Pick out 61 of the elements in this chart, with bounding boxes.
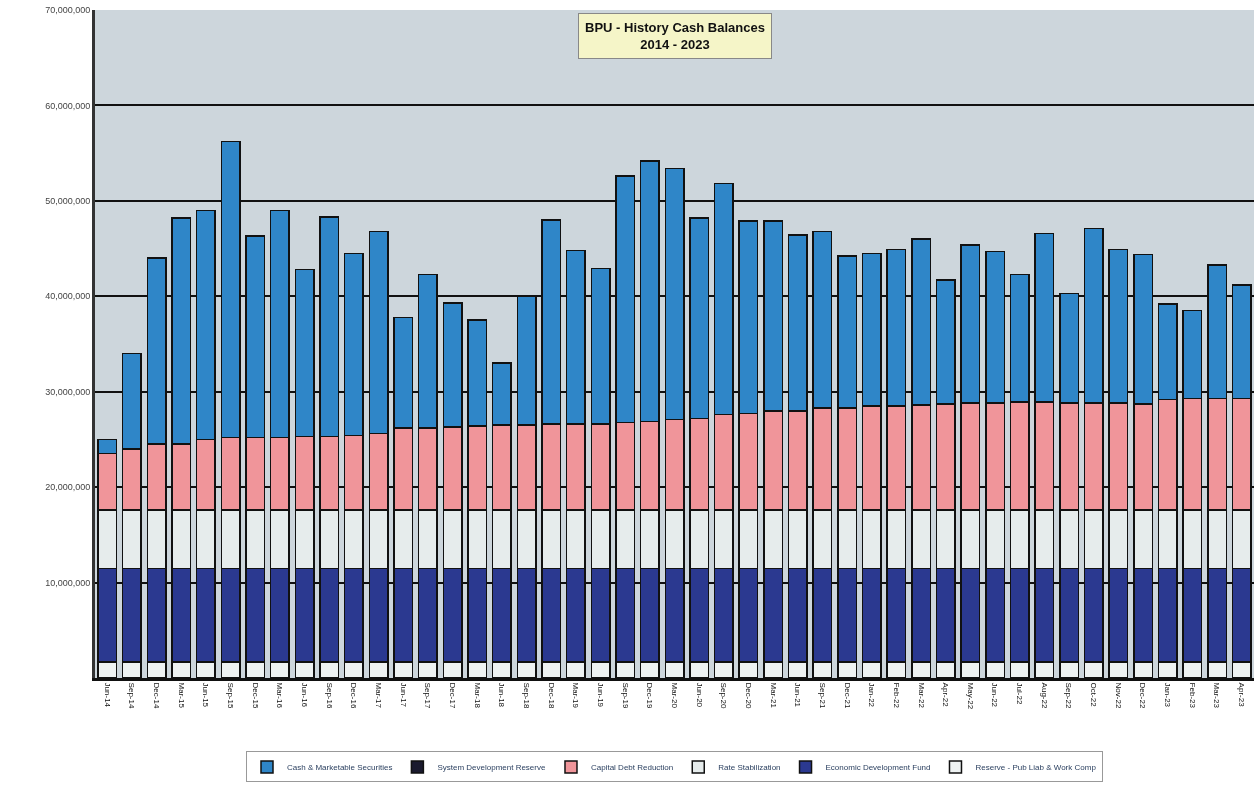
x-tick-label: Jan-23	[1163, 682, 1173, 708]
x-tick-label: Jun-16	[300, 682, 310, 708]
legend-label: Rate Stabilization	[718, 763, 781, 773]
x-tick-label: Mar-21	[768, 682, 778, 709]
x-tick-label: Sep-20	[719, 682, 729, 709]
x-tick-label: Jun-22	[990, 682, 1000, 708]
x-tick-label: Nov-22	[1113, 682, 1123, 709]
y-tick-label: 20,000,000	[45, 482, 91, 493]
y-tick-label: 70,000,000	[45, 5, 91, 16]
x-tick-label: Dec-17	[447, 682, 457, 709]
legend-label: Economic Development Fund	[825, 763, 931, 773]
x-tick-label: Dec-16	[349, 682, 359, 709]
x-tick-label: Sep-18	[521, 682, 531, 709]
x-tick-label: Sep-14	[127, 682, 137, 709]
x-tick-label: Sep-21	[817, 682, 827, 709]
y-tick-label: 50,000,000	[45, 196, 91, 207]
x-tick-label: Sep-16	[324, 682, 334, 709]
x-tick-label: Apr-22	[941, 682, 951, 708]
x-tick-label: Sep-19	[620, 682, 630, 709]
x-tick-label: Feb-22	[891, 682, 901, 709]
x-tick-label: Mar-19	[571, 682, 581, 709]
x-tick-label: Jun-15	[201, 682, 211, 708]
x-tick-label: Mar-18	[472, 682, 482, 709]
x-tick-label: Mar-20	[669, 682, 679, 709]
y-tick-label: 10,000,000	[45, 577, 91, 588]
legend-label: Cash & Marketable Securities	[287, 763, 393, 773]
x-tick-label: Sep-15	[226, 682, 236, 709]
x-tick-label: Dec-15	[250, 682, 260, 709]
x-tick-label: Aug-22	[1039, 682, 1049, 709]
x-tick-label: Dec-21	[842, 682, 852, 709]
y-tick-label: 60,000,000	[45, 100, 91, 111]
x-tick-label: Mar-23	[1212, 682, 1222, 709]
legend-label: System Development Reserve	[437, 763, 546, 773]
y-tick-label: 40,000,000	[45, 291, 91, 302]
x-tick-label: Apr-23	[1237, 682, 1247, 708]
x-tick-label: Sep-17	[423, 682, 433, 709]
x-tick-label: Feb-23	[1187, 682, 1197, 709]
x-tick-label: Jul-22	[1015, 682, 1025, 705]
x-tick-label: Jan-22	[867, 682, 877, 708]
x-tick-label: Jun-17	[398, 682, 408, 708]
x-tick-label: Dec-18	[546, 682, 556, 709]
x-tick-label: Jun-14	[102, 682, 112, 708]
x-tick-label: Sep-22	[1064, 682, 1074, 709]
x-tick-label: Jun-20	[694, 682, 704, 708]
x-tick-label: Dec-14	[152, 682, 162, 709]
x-tick-label: Mar-15	[176, 682, 186, 709]
x-tick-label: Dec-19	[645, 682, 655, 709]
x-tick-label: Oct-22	[1089, 682, 1099, 708]
x-tick-label: Jun-19	[595, 682, 605, 708]
x-tick-label: Mar-16	[275, 682, 285, 709]
x-tick-label: Mar-22	[916, 682, 926, 709]
text: BPU - History Cash Balances 2014 - 2023	[585, 20, 765, 52]
legend-label: Capital Debt Reduction	[590, 763, 674, 773]
x-tick-label: Dec-22	[1138, 682, 1148, 709]
y-tick-label: 30,000,000	[45, 386, 91, 397]
x-tick-label: Jun-21	[793, 682, 803, 708]
x-tick-label: Mar-17	[373, 682, 383, 709]
legend-label: Reserve - Pub Liab & Work Comp	[975, 763, 1097, 773]
x-tick-label: Dec-20	[743, 682, 753, 709]
x-tick-label: May-22	[965, 682, 975, 710]
x-tick-label: Jun-18	[497, 682, 507, 708]
